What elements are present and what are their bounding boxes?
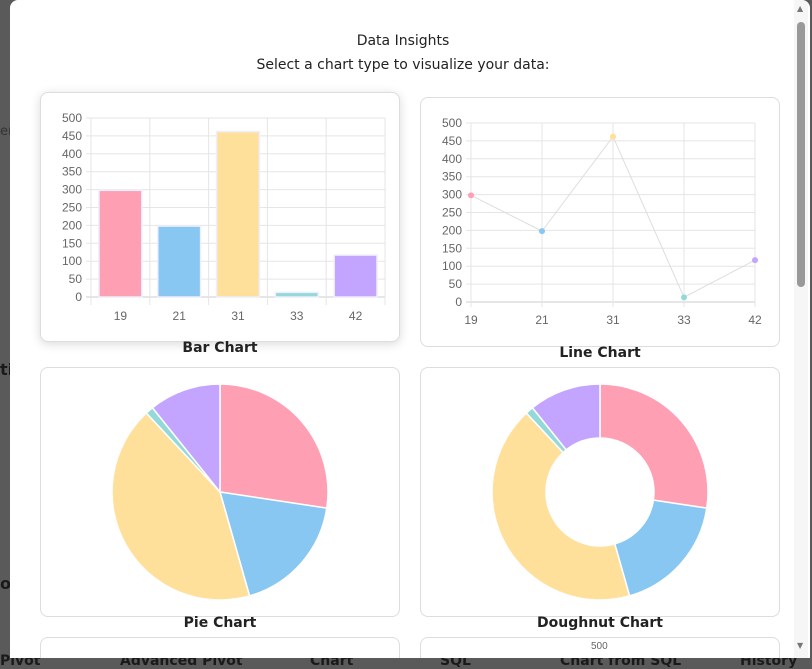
chart-option-partial[interactable]: 500 [420, 637, 780, 658]
y-tick-label: 200 [442, 223, 462, 237]
chart-option-partial[interactable] [40, 637, 400, 658]
axis-tick: 500 [591, 641, 608, 652]
y-tick-label: 0 [455, 295, 462, 309]
bar [98, 189, 143, 298]
pie-chart-label: Pie Chart [183, 615, 257, 631]
scroll-up-icon[interactable]: ▲ [797, 4, 804, 13]
y-tick-label: 450 [62, 129, 82, 143]
y-tick-label: 250 [442, 206, 462, 220]
y-tick-label: 500 [442, 116, 462, 130]
modal-subtitle: Select a chart type to visualize your da… [256, 57, 550, 73]
y-tick-label: 500 [62, 111, 82, 125]
data-point [610, 133, 616, 140]
bar [215, 130, 261, 298]
scroll-down-icon[interactable]: ▼ [797, 641, 804, 650]
bar-chart: 0 50 100 150 200 250 300 350 400 450 500 19 21 31 33 42 [62, 111, 386, 323]
slice [219, 383, 329, 510]
y-tick-label: 50 [449, 277, 463, 291]
bar [333, 254, 378, 298]
modal-title: Data Insights [356, 33, 450, 49]
slice [111, 411, 251, 601]
data-point [752, 257, 758, 264]
line-chart-label: Line Chart [559, 345, 641, 361]
x-tick-label: 21 [173, 309, 187, 323]
slice [151, 383, 221, 495]
x-tick-label: 19 [114, 309, 128, 323]
data-point [681, 294, 687, 301]
y-tick-label: 300 [62, 183, 82, 197]
y-tick-label: 300 [442, 188, 462, 202]
slice [613, 499, 708, 597]
y-tick-label: 450 [442, 134, 462, 148]
bar-chart-option[interactable]: 0 50 100 150 200 250 300 350 400 450 500 19 21 31 33 42 [40, 92, 400, 342]
x-tick-label: 42 [349, 309, 363, 323]
x-tick-label: 31 [606, 313, 620, 327]
slice [599, 383, 709, 510]
y-tick-label: 400 [442, 152, 462, 166]
slice [218, 491, 328, 597]
scrollbar[interactable]: ▲ ▼ [794, 0, 808, 658]
y-tick-label: 350 [62, 165, 82, 179]
slice [491, 411, 631, 601]
y-tick-label: 400 [62, 147, 82, 161]
data-point [539, 228, 545, 235]
x-tick-label: 33 [677, 313, 691, 327]
y-tick-label: 150 [62, 236, 82, 250]
x-tick-label: 42 [748, 313, 762, 327]
doughnut-chart-label: Doughnut Chart [537, 615, 663, 631]
y-tick-label: 50 [69, 272, 83, 286]
bar [274, 291, 319, 298]
data-insights-modal: Data Insights Select a chart type to vis… [10, 0, 810, 658]
y-tick-label: 150 [442, 241, 462, 255]
y-tick-label: 100 [62, 254, 82, 268]
doughnut-chart-option[interactable] [420, 367, 780, 617]
pie-chart-option[interactable] [40, 367, 400, 617]
doughnut-chart [491, 383, 709, 601]
y-tick-label: 0 [75, 290, 82, 304]
y-tick-label: 350 [442, 170, 462, 184]
slice [531, 383, 601, 451]
data-point [468, 192, 474, 199]
bar-chart-label: Bar Chart [182, 340, 258, 356]
line-chart: 0 50 100 150 200 250 300 350 400 450 500 19 21 31 33 42 [442, 116, 762, 327]
x-tick-label: 33 [290, 309, 304, 323]
x-tick-label: 31 [231, 309, 245, 323]
bar [157, 225, 202, 298]
x-tick-label: 21 [535, 313, 549, 327]
y-tick-label: 200 [62, 218, 82, 232]
scrollbar-thumb[interactable] [797, 22, 805, 287]
y-tick-label: 100 [442, 259, 462, 273]
y-tick-label: 250 [62, 201, 82, 215]
x-tick-label: 19 [464, 313, 478, 327]
line-chart-option[interactable]: 0 50 100 150 200 250 300 350 400 450 500 19 21 31 33 42 [420, 97, 780, 347]
pie-chart [111, 383, 329, 601]
